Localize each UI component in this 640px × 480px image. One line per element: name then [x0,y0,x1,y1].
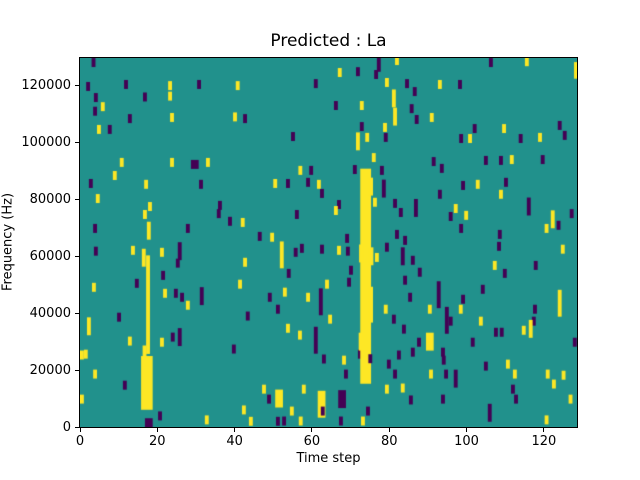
y-tick-label: 80000 [29,191,71,207]
x-tick-mark [388,428,390,432]
y-tick-label: 120000 [21,78,71,94]
y-tick-mark [75,85,79,87]
x-tick-label: 100 [454,434,479,449]
x-axis-label: Time step [296,451,361,466]
y-tick-mark [75,426,79,428]
y-axis-label: Frequency (Hz) [0,192,16,292]
x-tick-mark [79,428,81,432]
x-tick-label: 120 [531,434,557,449]
x-tick-mark [311,428,313,432]
y-tick-mark [75,142,79,143]
y-tick-mark [75,312,79,314]
y-tick-label: 60000 [29,248,71,264]
heatmap-canvas [80,58,577,427]
x-tick-mark [234,428,236,432]
y-tick-mark [75,198,79,200]
x-tick-label: 60 [303,434,321,449]
plot-area [79,57,578,428]
y-tick-label: 20000 [29,362,71,378]
x-tick-mark [156,428,158,432]
x-tick-mark [466,428,468,432]
y-tick-label: 100000 [21,135,71,150]
x-tick-label: 40 [226,434,243,449]
y-tick-label: 40000 [29,305,71,321]
y-tick-mark [75,369,79,371]
chart-title: Predicted : La [270,31,387,51]
x-tick-label: 20 [149,434,166,449]
y-tick-mark [75,255,79,257]
x-tick-label: 0 [75,434,85,449]
x-tick-mark [543,428,545,432]
y-tick-label: 0 [62,419,71,435]
x-tick-label: 80 [380,434,398,449]
